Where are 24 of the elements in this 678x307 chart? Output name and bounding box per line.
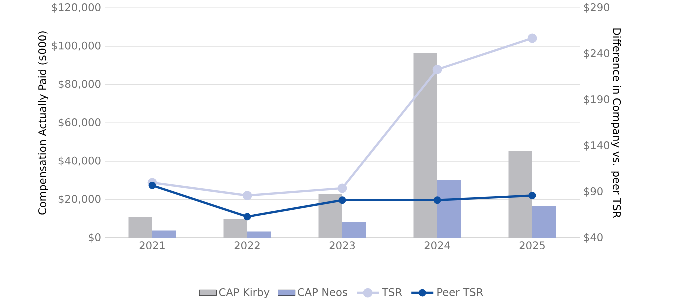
y-tick-label: $0: [88, 233, 101, 243]
y2-tick-label: $90: [584, 187, 603, 197]
y-tick-label: $80,000: [58, 80, 101, 90]
y2-tick-label: $190: [584, 95, 610, 105]
y-axis-title: Compensation Actually Paid ($000): [38, 32, 48, 215]
y2-tick-label: $240: [584, 49, 610, 59]
y-tick-label: $60,000: [58, 118, 101, 128]
y-tick-label: $20,000: [58, 194, 101, 204]
y-tick-label: $100,000: [52, 42, 101, 52]
y2-tick-label: $140: [584, 141, 610, 151]
legend-label: CAP Neos: [298, 288, 348, 296]
x-tick-label: 2023: [330, 242, 356, 250]
legend-label: TSR: [382, 288, 402, 296]
y2-tick-label: $40: [584, 233, 603, 243]
x-tick-label: 2022: [234, 242, 260, 250]
y2-axis-title: Difference in Company vs. peer TSR: [611, 28, 622, 218]
legend-label: Peer TSR: [438, 288, 484, 296]
y2-tick-label: $290: [584, 3, 610, 13]
x-tick-label: 2025: [520, 242, 545, 250]
legend-label: CAP Kirby: [219, 288, 270, 298]
y-tick-label: $120,000: [52, 3, 101, 13]
y-tick-label: $40,000: [58, 156, 101, 166]
x-tick-label: 2021: [140, 242, 165, 250]
x-tick-label: 2024: [424, 242, 450, 250]
